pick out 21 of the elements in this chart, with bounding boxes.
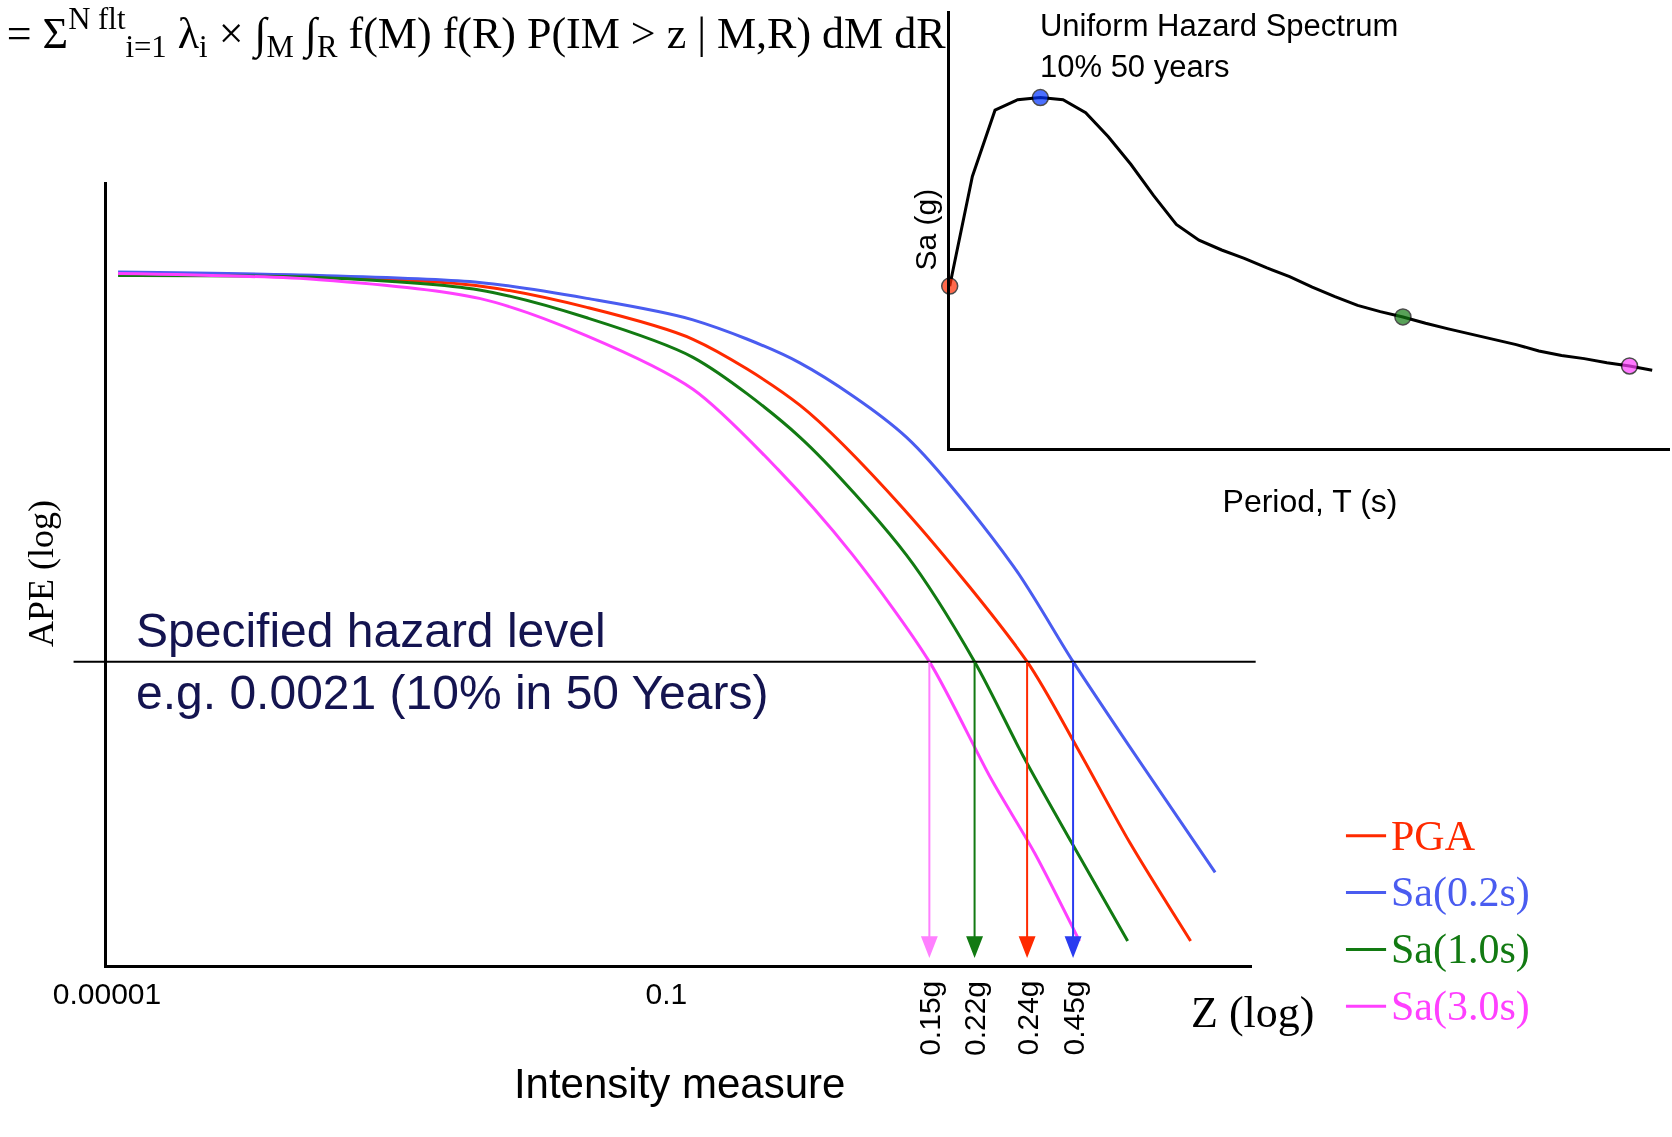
text: Z (log): [1191, 988, 1315, 1037]
chart-title: = Σ$^{N flt}$$_{i=1}$ λ$_{i}$ × ∫$_{M}$ ∫$_{R}$ f(M) f(R) P(IM > z | M,R) dM dR: [6, 2, 946, 65]
ref-line-label: 0.45g: [1056, 980, 1090, 1056]
x-axis-title: Period, T (s): [1222, 482, 1398, 519]
point: [1394, 308, 1412, 326]
point: [1031, 88, 1050, 107]
legend-label: PGA: [1391, 813, 1476, 859]
ref-line-label: 0.22g: [958, 980, 992, 1057]
ref-line-label: 0.24g: [1010, 980, 1044, 1056]
legend-label: Sa(1.0s): [1391, 926, 1530, 973]
x-axis-title: Intensity measure: [513, 1060, 846, 1108]
y-axis-title: APE (log): [20, 500, 61, 648]
legend-label: Sa(0.2s): [1391, 869, 1530, 916]
legend-label: Sa(3.0s): [1391, 983, 1530, 1030]
point: [1620, 357, 1639, 375]
ref-line-label: Specified hazard level e.g. 0.0021 (10% in 50 Years): [136, 604, 769, 720]
x-tick-label: 0.00001: [52, 977, 162, 1011]
y-axis-title: Sa (g): [908, 188, 942, 271]
x-tick-label: 0.1: [645, 977, 688, 1011]
ref-line-label: 0.15g: [912, 980, 946, 1056]
chart-title: Uniform Hazard Spectrum 10% 50 years: [1039, 8, 1399, 84]
